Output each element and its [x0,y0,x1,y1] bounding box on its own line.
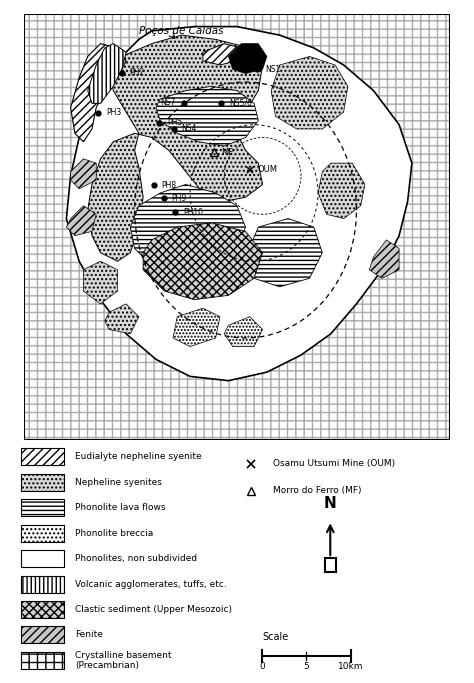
Text: Crystalline basement
(Precambrian): Crystalline basement (Precambrian) [75,651,172,670]
Polygon shape [246,219,322,287]
Text: NS1: NS1 [265,65,281,74]
Polygon shape [105,304,139,334]
Text: OUM: OUM [257,165,277,174]
Polygon shape [203,44,241,65]
Text: Phonolites, non subdivided: Phonolites, non subdivided [75,554,198,563]
Text: MF: MF [221,148,233,157]
Text: PH2: PH2 [129,68,145,77]
Bar [21,550,64,567]
Polygon shape [173,308,220,346]
Text: Nepheline syenites: Nepheline syenites [75,477,162,487]
Polygon shape [130,184,246,278]
Text: Poços de Caldas: Poços de Caldas [139,26,223,36]
Text: N: N [324,496,337,511]
Text: PH5: PH5 [167,118,182,127]
Text: NS4: NS4 [182,124,197,133]
Polygon shape [88,35,263,261]
Polygon shape [71,159,96,189]
Text: Eudialyte nepheline syenite: Eudialyte nepheline syenite [75,452,202,461]
Polygon shape [83,261,118,304]
Bar [21,525,64,542]
Bar [21,652,64,669]
Text: PH3: PH3 [106,109,121,117]
Text: PH10: PH10 [183,208,203,217]
Text: PH9: PH9 [171,193,187,203]
Polygon shape [224,317,263,346]
Text: Clastic sediment (Upper Mesozoic): Clastic sediment (Upper Mesozoic) [75,605,232,614]
Polygon shape [369,240,399,278]
Bar [21,601,64,618]
Text: PH8: PH8 [162,181,177,190]
Text: NS7: NS7 [161,98,176,107]
Text: Osamu Utsumi Mine (OUM): Osamu Utsumi Mine (OUM) [273,460,395,469]
Text: Volcanic agglomerates, tuffs, etc.: Volcanic agglomerates, tuffs, etc. [75,580,227,589]
Text: Fenite: Fenite [75,630,103,639]
Bar [21,499,64,516]
Text: 10km: 10km [338,662,364,671]
Polygon shape [156,86,258,146]
Text: Phonolite lava flows: Phonolite lava flows [75,503,166,512]
Polygon shape [66,206,96,236]
Text: 0: 0 [259,662,265,671]
Bar [21,626,64,643]
Polygon shape [71,44,126,142]
Text: Scale: Scale [262,632,288,642]
Polygon shape [271,57,348,129]
Text: Phonolite breccia: Phonolite breccia [75,529,154,538]
Polygon shape [318,163,365,219]
Polygon shape [66,27,412,380]
Polygon shape [88,44,126,103]
Bar [21,576,64,593]
Bar [21,474,64,490]
Polygon shape [228,44,267,74]
Text: NS5/6: NS5/6 [229,98,252,107]
Text: 5: 5 [303,662,309,671]
Text: Morro do Ferro (MF): Morro do Ferro (MF) [273,486,362,495]
Polygon shape [143,223,263,300]
Bar [21,448,64,465]
